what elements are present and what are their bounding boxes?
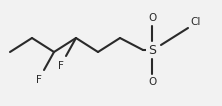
Text: O: O: [148, 13, 156, 23]
Text: F: F: [58, 61, 64, 71]
Text: S: S: [148, 43, 156, 56]
Text: F: F: [36, 75, 42, 85]
Text: Cl: Cl: [191, 17, 201, 27]
Text: O: O: [148, 77, 156, 87]
